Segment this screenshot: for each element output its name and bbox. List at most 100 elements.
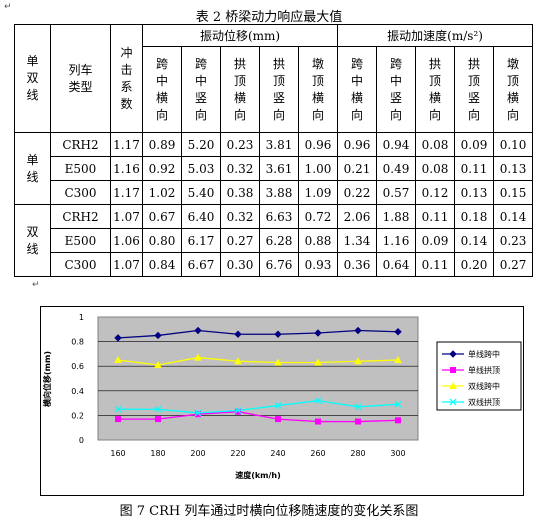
data-point bbox=[314, 358, 322, 366]
header-acc-col: 拱顶横向 bbox=[415, 46, 456, 133]
data-point bbox=[194, 353, 202, 361]
y-tick-label: 0.6 bbox=[71, 362, 84, 371]
data-point bbox=[114, 356, 122, 364]
value-cell: 0.32 bbox=[220, 156, 260, 181]
y-tick-label: 1 bbox=[79, 313, 84, 322]
data-point bbox=[315, 418, 321, 425]
y-tick-label: 0.4 bbox=[71, 387, 84, 396]
data-point bbox=[449, 381, 457, 389]
value-cell: 0.23 bbox=[220, 132, 260, 157]
y-axis-label: 横向位移(mm) bbox=[42, 351, 52, 407]
value-cell: 0.12 bbox=[415, 180, 456, 205]
series-line bbox=[117, 356, 399, 366]
x-tick-label: 200 bbox=[190, 449, 205, 458]
value-cell: 0.14 bbox=[454, 228, 495, 253]
value-cell: 0.21 bbox=[337, 156, 378, 181]
train-cell: C300 bbox=[50, 180, 111, 205]
value-cell: 0.10 bbox=[493, 132, 534, 157]
table-row: E500 1.16 0.92 5.03 0.32 3.61 1.00 0.21 0.49 0.08… bbox=[15, 156, 534, 181]
value-cell: 0.13 bbox=[493, 156, 534, 181]
data-point bbox=[314, 329, 322, 337]
value-cell: 0.22 bbox=[337, 180, 378, 205]
legend-entry: 单线拱顶 bbox=[468, 365, 500, 375]
x-tick-label: 180 bbox=[150, 449, 165, 458]
value-cell: 1.06 bbox=[110, 228, 143, 253]
x-tick-label: 220 bbox=[230, 449, 245, 458]
header-acc-col: 墩顶横向 bbox=[493, 46, 534, 133]
value-cell: 0.18 bbox=[454, 204, 495, 229]
data-point bbox=[394, 400, 402, 408]
data-point bbox=[394, 328, 402, 336]
series-line bbox=[118, 411, 399, 423]
value-cell: 0.08 bbox=[415, 132, 456, 157]
data-point bbox=[234, 330, 242, 338]
x-tick-label: 160 bbox=[110, 449, 125, 458]
value-cell: 0.96 bbox=[337, 132, 378, 157]
header-impact: 冲击系数 bbox=[110, 24, 143, 133]
header-acc-col: 拱顶竖向 bbox=[454, 46, 495, 133]
value-cell: 1.07 bbox=[110, 252, 143, 277]
value-cell: 0.15 bbox=[493, 180, 534, 205]
x-tick-label: 300 bbox=[390, 449, 405, 458]
data-point bbox=[395, 417, 401, 424]
data-point bbox=[449, 350, 457, 358]
value-cell: 0.67 bbox=[142, 204, 182, 229]
data-point bbox=[154, 331, 162, 340]
value-cell: 1.88 bbox=[376, 204, 417, 229]
data-point bbox=[354, 326, 362, 335]
value-cell: 0.32 bbox=[220, 204, 260, 229]
value-cell: 1.00 bbox=[297, 156, 339, 181]
table-row: C300 1.17 1.02 5.40 0.38 3.88 1.09 0.22 0.57 0.12… bbox=[15, 180, 534, 205]
value-cell: 0.23 bbox=[493, 228, 534, 253]
header-line-type: 单双线 bbox=[14, 24, 51, 133]
value-cell: 5.40 bbox=[181, 180, 221, 205]
value-cell: 0.09 bbox=[415, 228, 456, 253]
value-cell: 1.02 bbox=[142, 180, 182, 205]
value-cell: 0.92 bbox=[142, 156, 182, 181]
x-tick-label: 280 bbox=[350, 449, 365, 458]
value-cell: 6.63 bbox=[259, 204, 299, 229]
group-label: 单线 bbox=[14, 132, 51, 205]
cursor-mark: ↵ bbox=[4, 2, 12, 12]
value-cell: 0.94 bbox=[376, 132, 417, 157]
header-disp-col: 拱顶竖向 bbox=[259, 46, 299, 133]
header-disp-col: 跨中竖向 bbox=[181, 46, 221, 133]
value-cell: 0.20 bbox=[454, 252, 495, 277]
data-point bbox=[194, 326, 202, 335]
value-cell: 0.89 bbox=[142, 132, 182, 157]
value-cell: 0.72 bbox=[297, 204, 339, 229]
y-tick-label: 0.8 bbox=[71, 338, 84, 347]
header-acceleration: 振动加速度(m/s²) bbox=[337, 24, 534, 47]
x-axis-label: 速度(km/h) bbox=[235, 470, 281, 480]
value-cell: 0.84 bbox=[142, 252, 182, 277]
data-point bbox=[274, 330, 282, 338]
table-row: 单线 CRH2 1.17 0.89 5.20 0.23 3.81 0.96 0.96 0.94 0.… bbox=[14, 132, 534, 205]
value-cell: 1.09 bbox=[297, 180, 339, 205]
value-cell: 0.80 bbox=[142, 228, 182, 253]
value-cell: 6.40 bbox=[181, 204, 221, 229]
value-cell: 6.76 bbox=[259, 252, 299, 277]
group-label: 双线 bbox=[14, 204, 51, 277]
value-cell: 3.61 bbox=[259, 156, 299, 181]
y-tick-label: 0.2 bbox=[71, 411, 84, 420]
legend-entry: 双线跨中 bbox=[468, 381, 500, 391]
value-cell: 6.67 bbox=[181, 252, 221, 277]
value-cell: 1.17 bbox=[110, 132, 143, 157]
data-point bbox=[394, 356, 402, 364]
data-point bbox=[234, 407, 242, 414]
data-point bbox=[449, 398, 457, 406]
value-cell: 0.88 bbox=[297, 228, 339, 253]
value-cell: 0.08 bbox=[415, 156, 456, 181]
data-point bbox=[114, 405, 122, 413]
value-cell: 3.81 bbox=[259, 132, 299, 157]
data-point bbox=[194, 409, 202, 417]
value-cell: 1.16 bbox=[376, 228, 417, 253]
data-point bbox=[235, 408, 241, 415]
figure-caption: 图 7 CRH 列车通过时横向位移随速度的变化关系图 bbox=[119, 504, 419, 519]
data-point bbox=[355, 418, 361, 425]
value-cell: 0.49 bbox=[376, 156, 417, 181]
header-displacement: 振动位移(mm) bbox=[141, 24, 339, 47]
data-point bbox=[275, 416, 281, 423]
value-cell: 0.96 bbox=[297, 132, 339, 157]
data-point bbox=[154, 405, 162, 413]
